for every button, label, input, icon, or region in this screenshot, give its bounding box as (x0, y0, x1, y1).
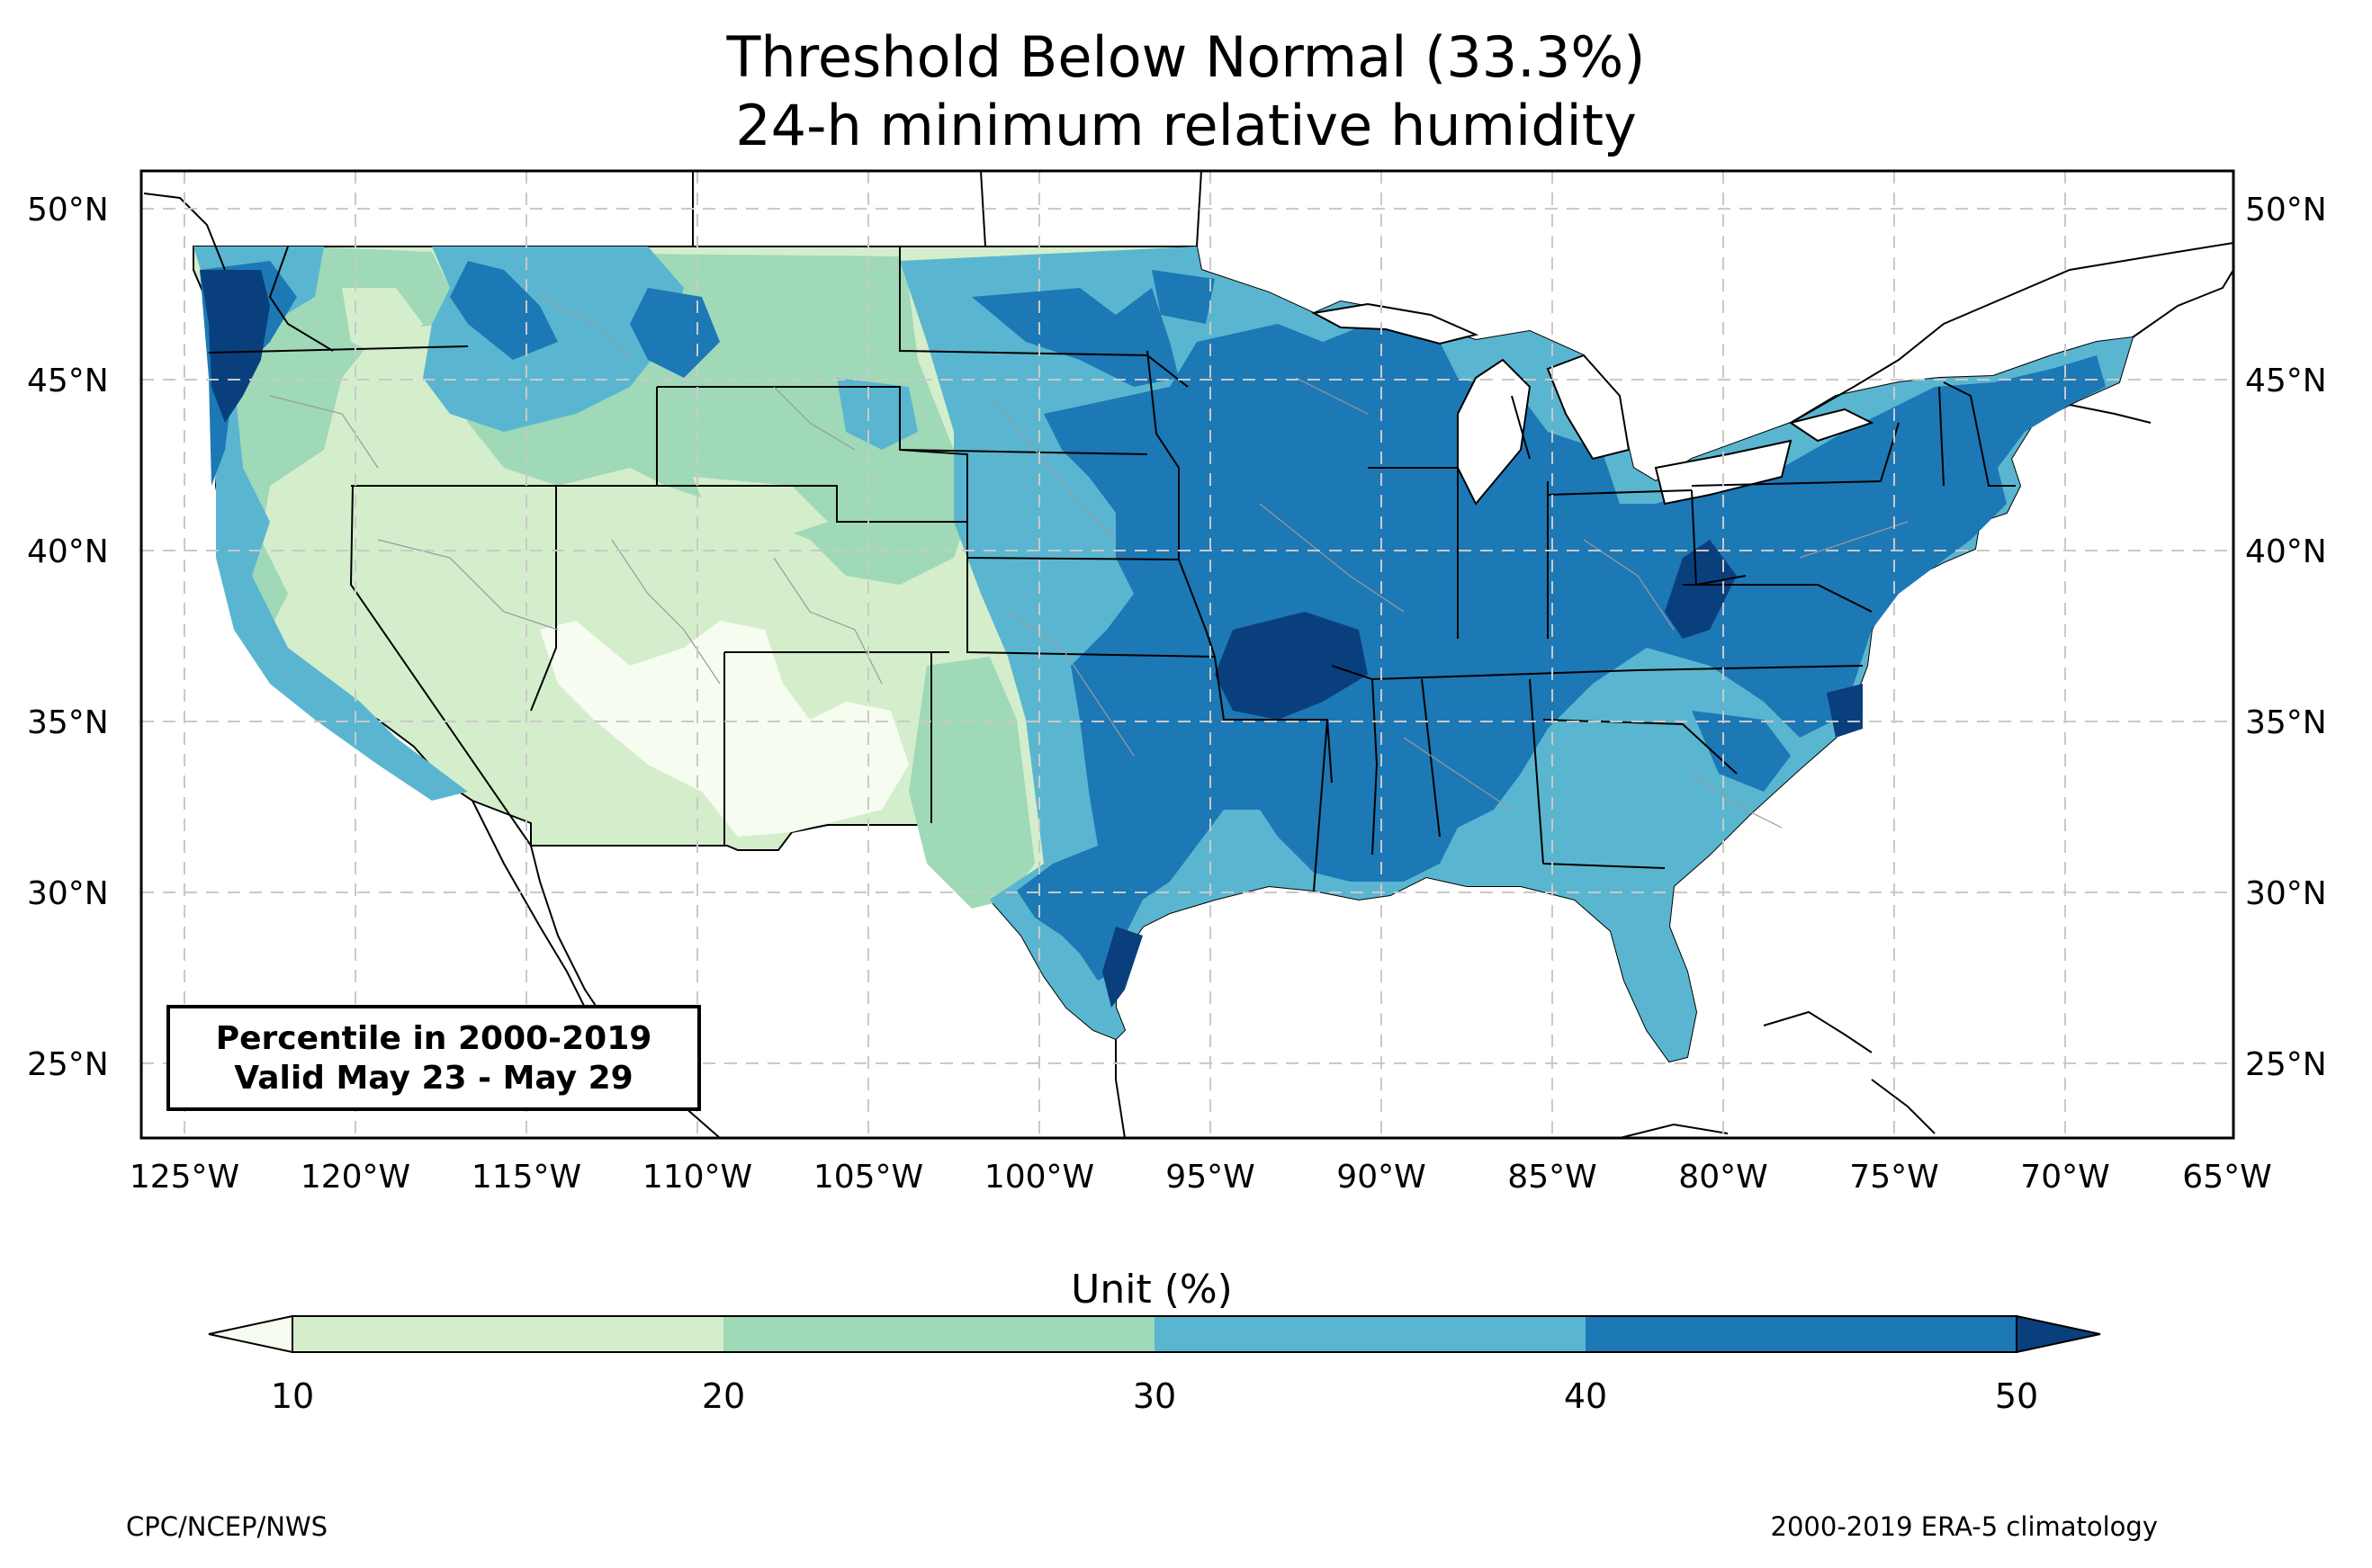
map-area (141, 171, 2233, 1138)
lon-labels: 125°W 120°W 115°W 110°W 105°W 100°W 95°W… (130, 1159, 2272, 1196)
lat-label: 45°N (27, 363, 109, 399)
lat-label: 35°N (2245, 704, 2327, 741)
region-40-50 (200, 261, 2106, 981)
credit-right: 2000-2019 ERA-5 climatology (1770, 1511, 2158, 1542)
map-title-line1: Threshold Below Normal (33.3%) (726, 24, 1646, 90)
info-box-line2: Valid May 23 - May 29 (234, 1060, 633, 1097)
lat-label: 50°N (27, 192, 109, 228)
lon-label: 85°W (1507, 1159, 1596, 1196)
lon-label: 65°W (2182, 1159, 2271, 1196)
map-title-line2: 24-h minimum relative humidity (735, 93, 1637, 158)
colorbar-segment (723, 1316, 1155, 1352)
state-boundaries (208, 246, 2016, 892)
lat-label: 50°N (2245, 192, 2327, 228)
region-10-20-inner (342, 288, 828, 540)
colorbar-segment-over (2016, 1314, 2101, 1354)
lat-label: 40°N (27, 533, 109, 570)
lat-labels-right: 50°N 45°N 40°N 35°N 30°N 25°N (2245, 192, 2327, 1083)
lat-label: 30°N (2245, 875, 2327, 912)
lat-label: 25°N (2245, 1046, 2327, 1083)
colorbar-tick: 20 (702, 1376, 745, 1416)
colorbar-segment-under (208, 1314, 293, 1354)
credit-left: CPC/NCEP/NWS (126, 1511, 328, 1542)
lon-label: 95°W (1165, 1159, 1254, 1196)
colorbar-segment (292, 1316, 723, 1352)
lon-label: 75°W (1849, 1159, 1938, 1196)
lat-label: 35°N (27, 704, 109, 741)
colorbar-segment (1586, 1316, 2017, 1352)
colorbar-tick: 50 (1995, 1376, 2038, 1416)
county-lines (269, 296, 1909, 829)
lon-label: 100°W (984, 1159, 1094, 1196)
lon-label: 120°W (301, 1159, 410, 1196)
colorbar-title: Unit (%) (1071, 1267, 1233, 1313)
info-box-line1: Percentile in 2000-2019 (215, 1020, 652, 1057)
colorbar-tick: 10 (271, 1376, 314, 1416)
lon-label: 105°W (813, 1159, 923, 1196)
lon-label: 80°W (1678, 1159, 1767, 1196)
lon-label: 110°W (642, 1159, 752, 1196)
lat-label: 45°N (2245, 363, 2327, 399)
colorbar-segment (1155, 1316, 1586, 1352)
lat-label: 25°N (27, 1046, 109, 1083)
colorbar-tick: 30 (1133, 1376, 1176, 1416)
lat-labels-left: 50°N 45°N 40°N 35°N 30°N 25°N (27, 192, 109, 1083)
info-box: Percentile in 2000-2019 Valid May 23 - M… (166, 1005, 701, 1111)
lon-label: 115°W (472, 1159, 581, 1196)
lon-label: 70°W (2020, 1159, 2109, 1196)
lon-label: 125°W (130, 1159, 239, 1196)
lat-label: 40°N (2245, 533, 2327, 570)
colorbar-tick: 40 (1564, 1376, 1607, 1416)
lon-label: 90°W (1336, 1159, 1425, 1196)
great-lakes (1310, 302, 1874, 506)
coastlines (143, 171, 2233, 1138)
colorbar: Unit (%) 10 20 30 40 50 (208, 1267, 2101, 1416)
lat-label: 30°N (27, 875, 109, 912)
region-20-30 (225, 247, 1035, 909)
map-frame (139, 169, 2235, 1140)
